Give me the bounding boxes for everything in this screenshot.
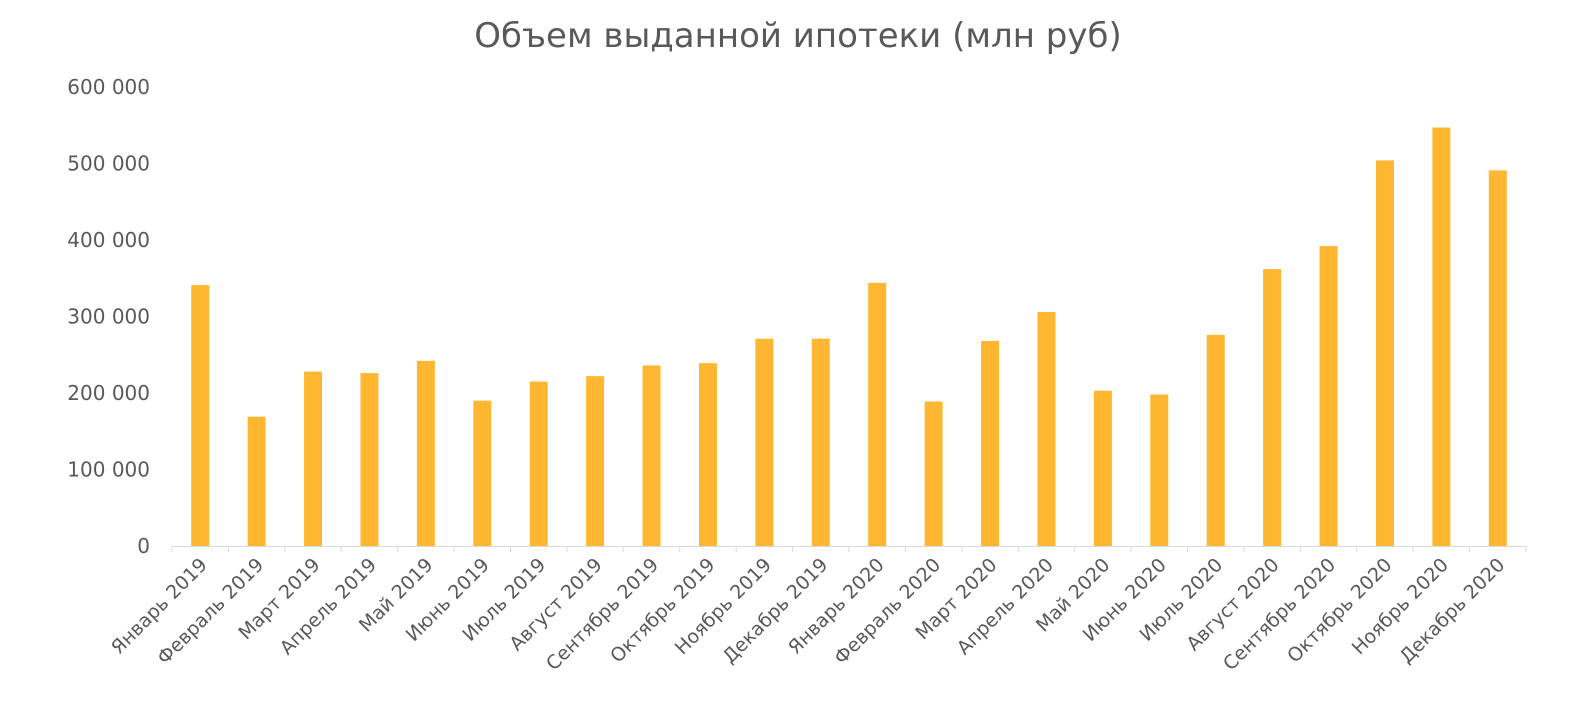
bar — [1375, 160, 1394, 546]
x-tick-label: Ноябрь 2020 — [1348, 554, 1453, 659]
bar — [868, 282, 887, 546]
bar — [1319, 246, 1338, 546]
bar — [360, 373, 379, 546]
bar — [586, 376, 605, 546]
bar — [473, 400, 492, 546]
bar — [755, 338, 774, 546]
bar — [811, 338, 830, 546]
bar — [247, 416, 266, 546]
bar — [304, 371, 323, 546]
bar — [1488, 170, 1507, 546]
y-tick-label: 500 000 — [67, 152, 150, 176]
x-axis-ticks — [171, 546, 1527, 552]
bar — [1150, 394, 1169, 546]
y-tick-label: 200 000 — [67, 381, 150, 405]
bars — [191, 127, 1507, 547]
bar — [642, 365, 661, 546]
y-tick-label: 0 — [137, 534, 150, 558]
y-tick-label: 300 000 — [67, 305, 150, 329]
bar — [1432, 127, 1451, 547]
y-tick-label: 600 000 — [67, 75, 150, 99]
bar — [1206, 334, 1225, 546]
bar — [191, 285, 210, 546]
bar — [698, 363, 717, 546]
chart-title: Объем выданной ипотеки (млн руб) — [474, 16, 1121, 56]
x-tick-label: Декабрь 2020 — [1395, 554, 1509, 668]
x-tick-label: Апрель 2019 — [276, 554, 381, 659]
bar — [924, 401, 943, 546]
bar — [1093, 390, 1112, 546]
x-tick-label: Ноябрь 2019 — [671, 554, 776, 659]
x-tick-label: Апрель 2020 — [953, 554, 1058, 659]
y-tick-label: 400 000 — [67, 228, 150, 252]
bar — [416, 360, 435, 546]
bar — [529, 381, 548, 546]
y-axis: 0 100 000 200 000 300 000 400 000 500 000 600 … — [67, 75, 150, 558]
bar — [1037, 311, 1056, 546]
bar — [981, 340, 1000, 546]
y-tick-label: 100 000 — [67, 458, 150, 482]
bar — [1263, 269, 1282, 546]
x-tick-label: Январь 2019 — [107, 554, 212, 659]
